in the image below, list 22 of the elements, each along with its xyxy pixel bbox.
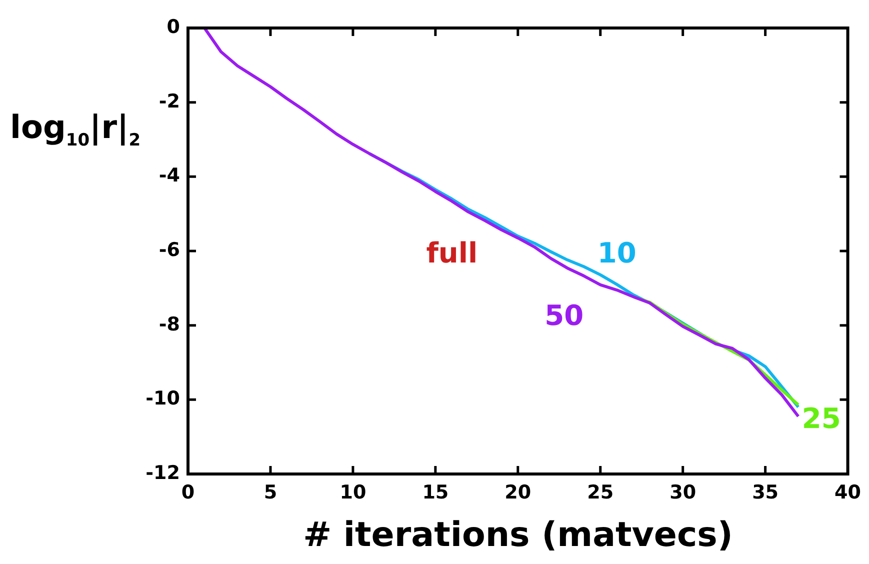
x-tick-label: 30 xyxy=(670,481,696,504)
x-axis-title: # iterations (matvecs) xyxy=(302,515,734,555)
series-label: 25 xyxy=(802,402,841,435)
x-tick-label: 10 xyxy=(340,481,366,504)
y-tick-label: 0 xyxy=(166,16,180,38)
x-tick-label: 40 xyxy=(834,481,862,504)
x-tick-label: 0 xyxy=(181,481,195,504)
y-tick-label: -4 xyxy=(158,164,180,187)
series-label: 50 xyxy=(544,299,584,332)
y-tick-label: -10 xyxy=(146,388,180,410)
x-tick-label: 15 xyxy=(422,481,449,504)
series-label: 10 xyxy=(597,236,636,270)
y-tick-label: -2 xyxy=(158,90,180,112)
y-axis-title: log$_{10}$|r|$_{2}$ xyxy=(10,108,141,150)
legend-label: full xyxy=(426,236,478,270)
y-tick-label: -12 xyxy=(146,462,180,484)
y-tick-label: -8 xyxy=(158,313,180,336)
x-tick-label: 35 xyxy=(752,481,779,504)
y-tick-label: -6 xyxy=(158,238,180,261)
x-tick-label: 20 xyxy=(504,481,532,504)
x-tick-label: 5 xyxy=(264,481,278,504)
x-tick-label: 25 xyxy=(587,481,614,504)
